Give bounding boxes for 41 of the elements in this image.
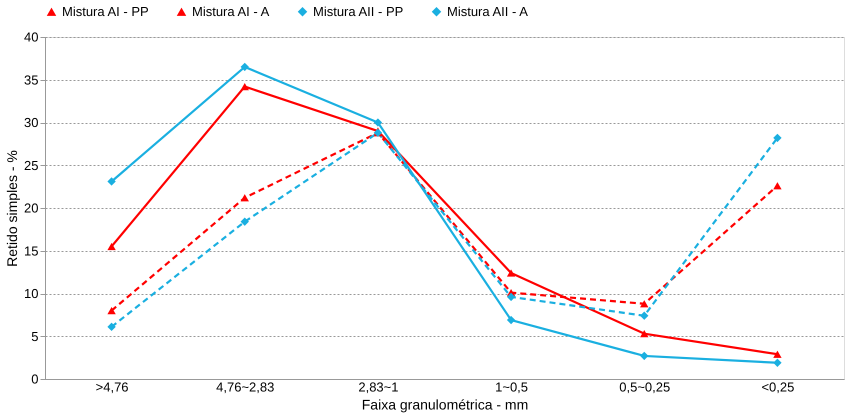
point bbox=[107, 322, 116, 332]
y-tick-label: 15 bbox=[24, 243, 38, 258]
point bbox=[640, 352, 648, 360]
legend-label: Mistura AI - PP bbox=[62, 4, 149, 19]
legend-label: Mistura AII - PP bbox=[313, 4, 404, 19]
y-axis-title: Retido simples - % bbox=[4, 150, 20, 267]
point bbox=[773, 358, 782, 367]
point bbox=[506, 316, 516, 324]
point bbox=[640, 312, 648, 320]
point bbox=[107, 177, 116, 186]
point bbox=[506, 269, 516, 277]
x-tick-label: <0,25 bbox=[761, 380, 794, 394]
point bbox=[240, 62, 249, 72]
point bbox=[640, 330, 648, 338]
point bbox=[773, 350, 782, 358]
point bbox=[240, 82, 249, 90]
x-tick-label: 4,76~2,83 bbox=[216, 380, 274, 394]
legend-label: Mistura AI - A bbox=[192, 4, 270, 19]
point bbox=[107, 306, 116, 314]
point bbox=[773, 182, 782, 190]
x-tick-label: >4,76 bbox=[96, 380, 129, 394]
x-axis-title: Faixa granulométrica - mm bbox=[362, 396, 528, 412]
x-tick-label: 2,83~1 bbox=[358, 380, 398, 394]
legend-label: Mistura AII - A bbox=[447, 4, 528, 19]
point bbox=[773, 134, 782, 142]
y-tick-label: 35 bbox=[24, 72, 38, 88]
x-tick-label: 0,5~0,25 bbox=[619, 380, 670, 394]
point bbox=[506, 292, 516, 302]
y-tick-label: 20 bbox=[24, 200, 38, 216]
y-tick-label: 10 bbox=[24, 286, 38, 301]
y-tick-label: 25 bbox=[24, 158, 38, 173]
point bbox=[107, 242, 116, 250]
y-tick-label: 0 bbox=[31, 372, 38, 386]
y-tick-label: 40 bbox=[24, 30, 38, 44]
point bbox=[240, 217, 249, 226]
y-tick-label: 5 bbox=[31, 328, 38, 344]
point bbox=[640, 300, 648, 308]
point bbox=[374, 118, 382, 127]
y-tick-label: 30 bbox=[24, 115, 38, 130]
point bbox=[240, 194, 249, 202]
x-tick-label: 1~0,5 bbox=[495, 380, 528, 394]
